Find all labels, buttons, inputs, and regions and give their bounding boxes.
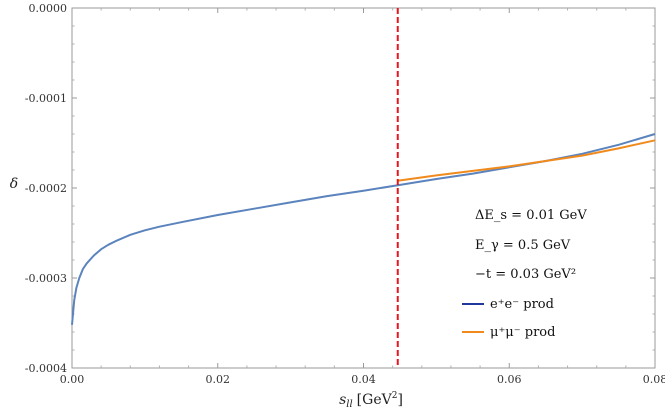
legend: e⁺e⁻ prod μ⁺μ⁻ prod bbox=[462, 297, 555, 340]
annotation-e-gamma: E_γ = 0.5 GeV bbox=[475, 238, 571, 253]
y-tick-label: -0.0003 bbox=[25, 272, 67, 285]
legend-label-mumu: μ⁺μ⁻ prod bbox=[490, 325, 555, 340]
y-tick-label: -0.0004 bbox=[25, 362, 67, 375]
plot-frame bbox=[71, 7, 656, 369]
y-tick-label: 0.0000 bbox=[29, 2, 68, 15]
x-tick-label: 0.02 bbox=[206, 373, 231, 386]
x-axis-ticks: 0.00 0.02 0.04 0.06 0.08 bbox=[60, 8, 665, 386]
x-tick-label: 0.00 bbox=[60, 373, 85, 386]
y-axis-label: δ bbox=[10, 176, 18, 192]
annotation-delta-es: ΔE_s = 0.01 GeV bbox=[475, 208, 587, 223]
y-tick-label: -0.0002 bbox=[25, 182, 67, 195]
x-axis-label: sll [GeV2] bbox=[339, 391, 403, 410]
plot-border bbox=[71, 7, 656, 369]
legend-label-ee: e⁺e⁻ prod bbox=[490, 297, 554, 312]
series-layer bbox=[71, 133, 656, 325]
annotation-block: ΔE_s = 0.01 GeV E_γ = 0.5 GeV −t = 0.03 … bbox=[475, 208, 587, 282]
x-tick-label: 0.04 bbox=[351, 373, 376, 386]
series-line-ee bbox=[71, 133, 656, 325]
x-tick-label: 0.06 bbox=[497, 373, 522, 386]
annotation-minus-t: −t = 0.03 GeV² bbox=[475, 267, 576, 282]
series-line-mumu bbox=[397, 139, 656, 182]
x-tick-label: 0.08 bbox=[643, 373, 665, 386]
y-tick-label: -0.0001 bbox=[25, 92, 67, 105]
y-axis-ticks: 0.0000 -0.0001 -0.0002 -0.0003 -0.0004 bbox=[25, 2, 655, 375]
